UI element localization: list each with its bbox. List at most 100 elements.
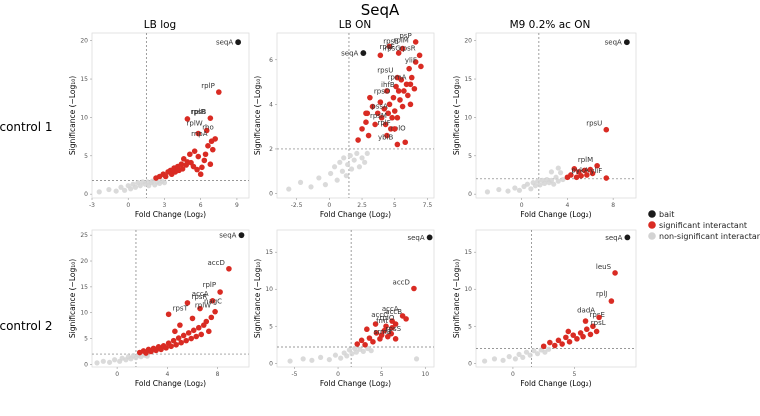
- protein-label: rpsR: [400, 44, 416, 52]
- non-significant-point: [551, 181, 557, 187]
- bait-point: [426, 234, 433, 241]
- non-significant-point: [484, 189, 491, 195]
- protein-label: accD: [393, 279, 410, 287]
- significant-point: [581, 167, 588, 174]
- protein-label: rplO: [391, 125, 406, 133]
- significant-point: [373, 330, 380, 336]
- significant-point: [355, 137, 361, 143]
- x-tick-label: 0: [327, 202, 331, 209]
- significant-point: [407, 101, 414, 108]
- x-tick-label: 0: [336, 371, 340, 378]
- non-significant-point: [527, 352, 533, 358]
- protein-label: nagC: [204, 298, 222, 306]
- non-significant-point: [537, 182, 543, 188]
- non-significant-point: [286, 186, 292, 192]
- labeled-point: [209, 298, 216, 304]
- protein-label: rpsO: [374, 88, 391, 96]
- significant-point: [180, 332, 187, 339]
- y-tick-label: 15: [80, 76, 88, 83]
- non-significant-point: [347, 153, 353, 159]
- protein-label: srmB: [374, 328, 392, 336]
- significant-point: [206, 328, 212, 335]
- protein-label: rpsB: [191, 108, 207, 116]
- significant-point: [195, 153, 202, 160]
- non-significant-point: [318, 354, 324, 360]
- significant-point: [369, 103, 376, 110]
- protein-label: rplR: [191, 108, 205, 116]
- significant-point: [179, 166, 186, 172]
- non-significant-point: [542, 349, 548, 355]
- y-tick-label: 0: [269, 360, 273, 367]
- non-significant-point: [339, 168, 346, 174]
- legend-nonsignificant-label: non-significant interactant: [659, 232, 760, 241]
- y-tick-label: 20: [464, 38, 472, 45]
- non-significant-point: [482, 358, 488, 364]
- panel-4: 0 4 8 0 5 10 15 20 25 Fold Change (Log₂) Significa…: [68, 229, 250, 388]
- non-significant-point: [532, 183, 539, 189]
- non-significant-point: [535, 178, 541, 184]
- labeled-point: [203, 127, 210, 134]
- x-axis-label: Fold Change (Log₂): [520, 210, 591, 219]
- bait-point: [623, 39, 630, 46]
- protein-label: rpsG: [384, 44, 400, 52]
- labeled-point: [403, 316, 409, 322]
- non-significant-point: [368, 348, 374, 354]
- labeled-point: [197, 305, 203, 312]
- non-significant-point: [100, 358, 106, 364]
- protein-label: seqA: [605, 234, 622, 242]
- non-significant-point: [348, 166, 355, 172]
- non-significant-point: [360, 348, 366, 355]
- significant-point: [194, 166, 200, 173]
- legend-significant-swatch: [648, 221, 656, 229]
- y-tick-label: 20: [80, 38, 88, 45]
- labeled-point: [195, 130, 202, 137]
- labeled-point: [582, 318, 589, 324]
- significant-point: [365, 132, 372, 139]
- significant-point: [197, 171, 204, 178]
- legend: bait significant interactant non-signifi…: [648, 210, 760, 241]
- non-significant-point: [316, 175, 322, 181]
- protein-label: accA: [192, 290, 209, 298]
- y-tick-label: 0: [269, 191, 273, 198]
- labeled-point: [612, 270, 618, 276]
- non-significant-point: [541, 180, 548, 187]
- y-tick-label: 0: [84, 191, 88, 198]
- x-tick-label: 9: [235, 202, 239, 209]
- non-significant-point: [106, 186, 112, 193]
- significant-point: [555, 337, 562, 344]
- non-significant-point: [359, 155, 365, 161]
- labeled-point: [416, 52, 423, 59]
- significant-point: [589, 170, 596, 177]
- protein-label: rplJ: [596, 290, 607, 298]
- significant-point: [391, 108, 398, 114]
- labeled-point: [603, 175, 610, 181]
- non-significant-point: [328, 170, 334, 177]
- protein-label: seqA: [216, 39, 233, 47]
- non-significant-point: [297, 179, 304, 185]
- non-significant-point: [331, 164, 338, 170]
- y-tick-label: 10: [265, 286, 273, 293]
- significant-point: [172, 328, 178, 335]
- labeled-point: [384, 132, 390, 139]
- significant-point: [411, 85, 418, 92]
- plot-area: [276, 32, 435, 199]
- non-significant-point: [553, 174, 559, 180]
- significant-point: [203, 318, 210, 325]
- protein-label: rplM: [394, 36, 409, 44]
- labeled-point: [395, 50, 402, 56]
- labeled-point: [583, 326, 590, 333]
- non-significant-point: [337, 159, 343, 165]
- non-significant-point: [287, 358, 293, 364]
- non-significant-point: [346, 347, 352, 353]
- y-axis-label: Significance (−Log₁₀): [452, 259, 461, 338]
- protein-label: rpsS: [386, 325, 402, 333]
- protein-label: accD: [208, 259, 225, 267]
- non-significant-point: [132, 184, 139, 190]
- labeled-point: [564, 174, 571, 181]
- significant-point: [383, 323, 389, 330]
- non-significant-point: [149, 178, 155, 184]
- labeled-point: [226, 265, 232, 272]
- y-tick-label: 4: [269, 101, 273, 108]
- non-significant-point: [520, 354, 526, 360]
